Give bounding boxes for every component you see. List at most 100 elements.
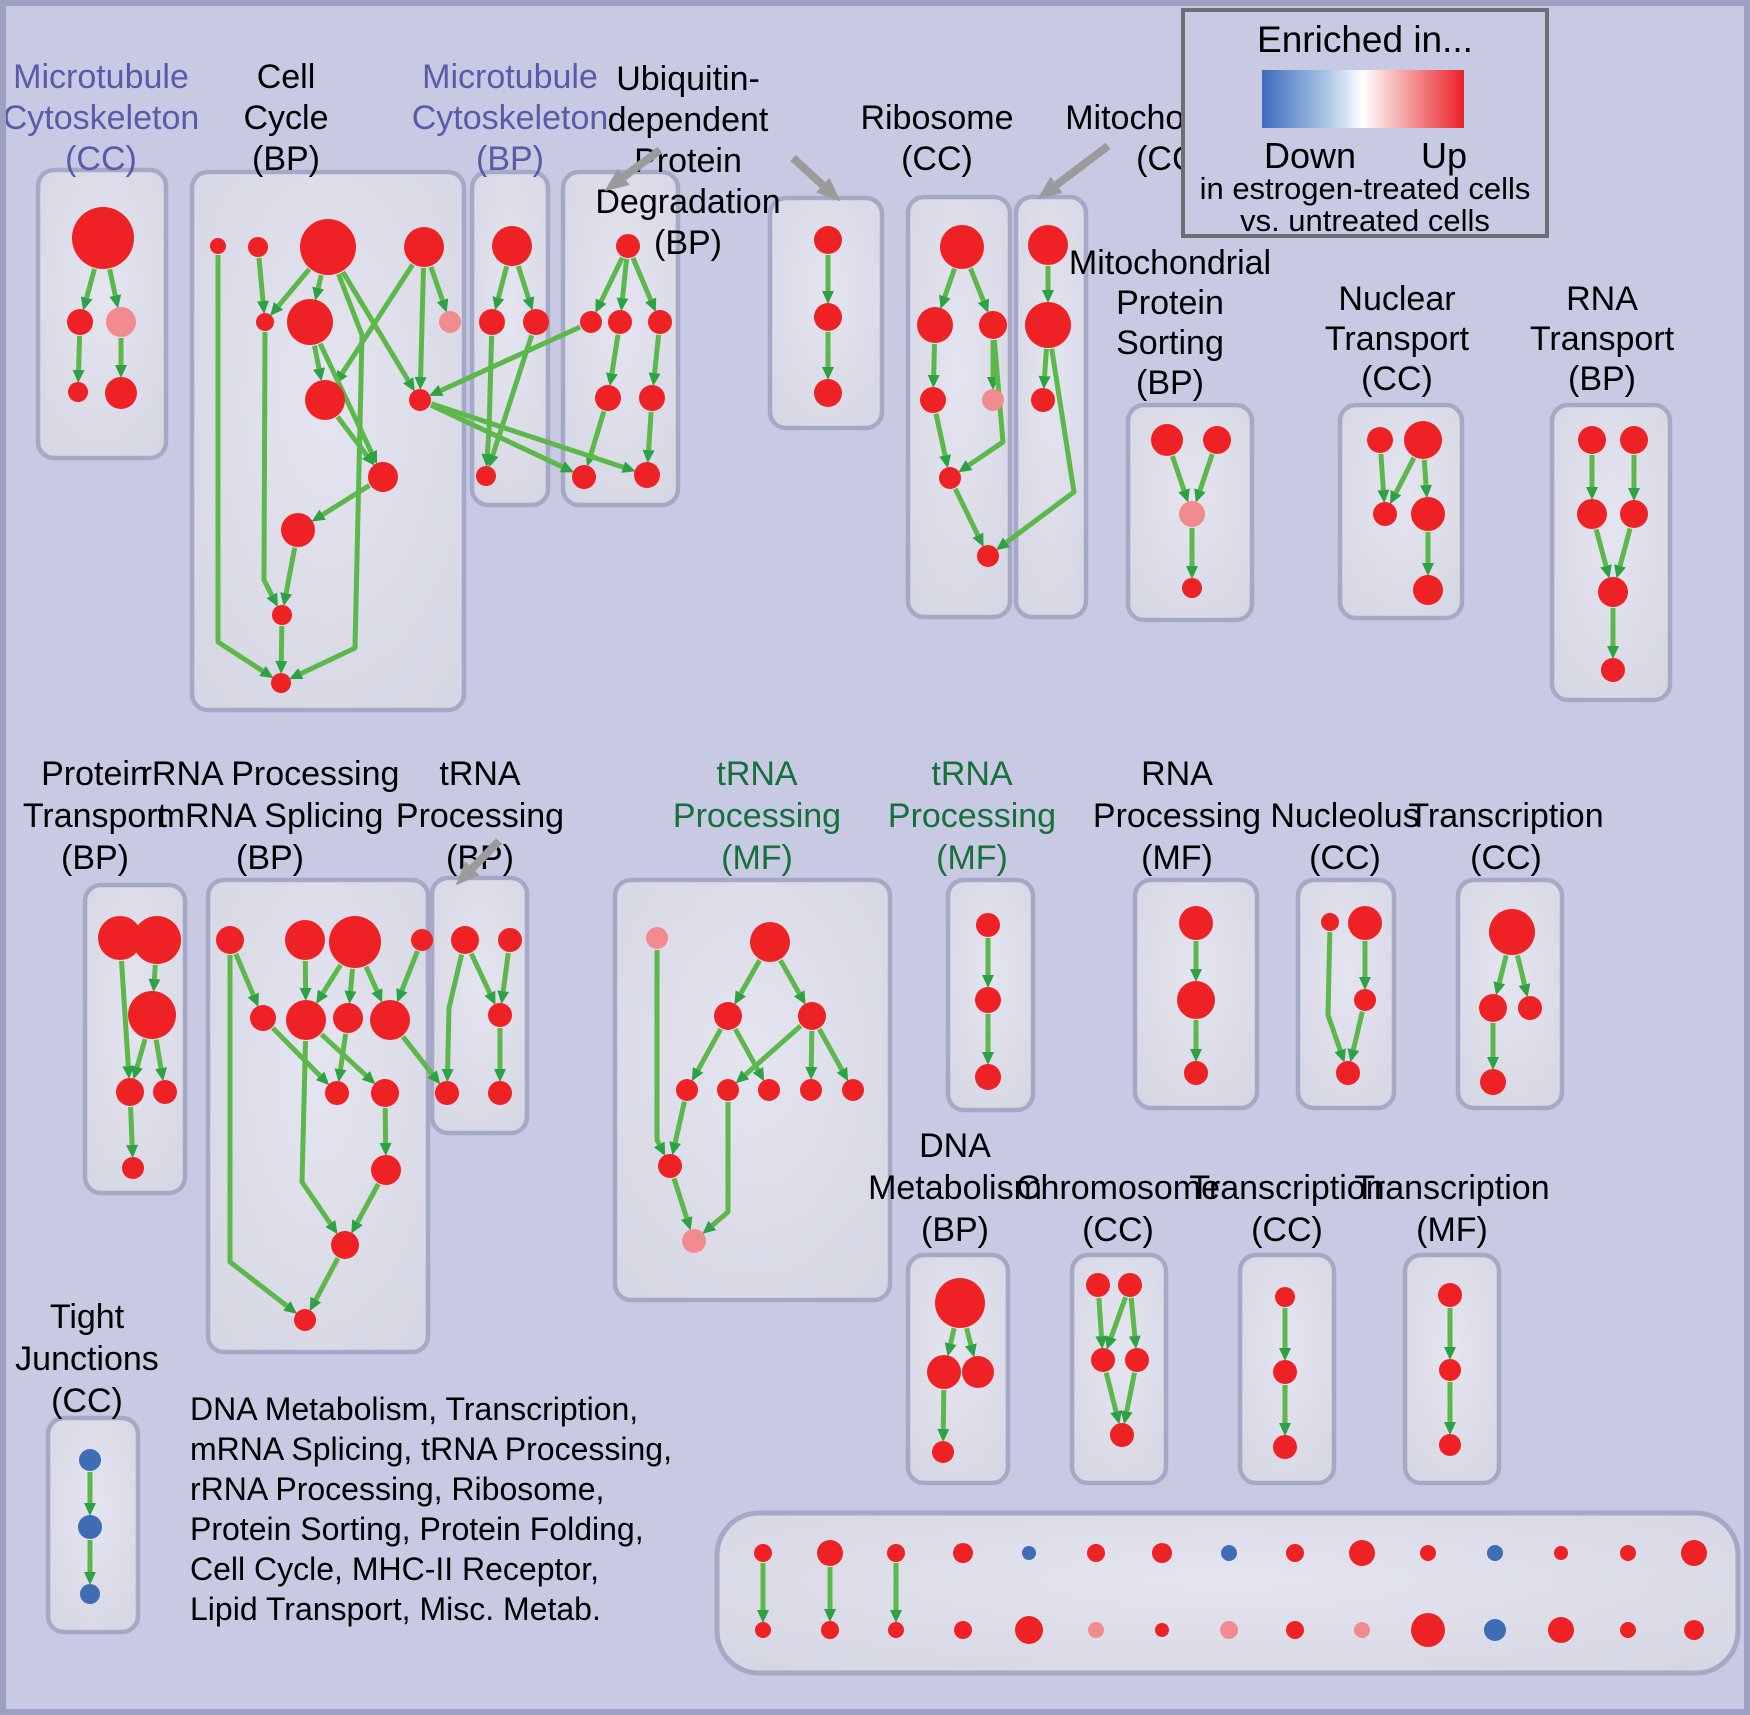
chromosome-cc-label: Chromosome (CC)	[1016, 1169, 1220, 1249]
microtubule-cytoskeleton-cc-edge-0	[80, 268, 97, 311]
trna-processing-mf-1-edge-10	[702, 1102, 731, 1234]
protein-transport-bp-node-2	[128, 991, 176, 1039]
microtubule-cytoskeleton-cc-node-4	[105, 377, 137, 409]
transcription-cc-mid-node-1	[1479, 994, 1507, 1022]
cell-cycle-bp-node-2	[300, 219, 356, 275]
rrna-processing-mrna-splicing-bp-node-6	[333, 1003, 363, 1033]
trna-processing-mf-1-edge-8	[669, 1101, 687, 1156]
trna-processing-mf-2-label: tRNA Processing (MF)	[888, 755, 1056, 877]
bottom-node-6-bottom	[1088, 1622, 1104, 1638]
cell-cycle-bp-edge-9	[261, 331, 278, 607]
cell-cycle-bp-edge-10	[312, 345, 325, 382]
protein-transport-bp-edge-4	[126, 1106, 139, 1158]
ubiquitin-degradation-bp-node-0	[616, 234, 640, 258]
dna-metabolism-bp-edge-2	[937, 1389, 950, 1442]
ribosome-cc-edge-4	[933, 413, 951, 469]
trna-processing-mf-1-node-4	[676, 1079, 698, 1101]
ribosome-cc-node-3	[920, 387, 946, 413]
trna-processing-bp-edge-1	[497, 952, 511, 1005]
trna-processing-mf-1-edge-2	[691, 1027, 723, 1082]
ubiquitin-degradation-bp-edge-3	[605, 334, 621, 387]
protein-transport-bp-node-3	[116, 1078, 144, 1106]
trna-processing-mf-1-node-7	[800, 1079, 822, 1101]
chromosome-cc-node-3	[1125, 1348, 1149, 1372]
protein-transport-bp-edge-2	[131, 1038, 148, 1080]
chromosome-cc-node-4	[1110, 1423, 1134, 1447]
rrna-processing-mrna-splicing-bp-node-8	[325, 1081, 349, 1105]
transcription-cc-mid-box	[1455, 877, 1565, 1111]
annotation-arrow-2	[790, 155, 841, 202]
transcription-cc-bottom-node-0	[1275, 1287, 1295, 1307]
transcription-cc-mid-node-0	[1489, 909, 1535, 955]
protein-transport-bp-edge-0	[119, 960, 135, 1080]
microtubule-cytoskeleton-cc-edge-1	[107, 268, 122, 309]
mitochondrion-cc-node-0	[1028, 225, 1068, 265]
trna-processing-bp-edge-2	[441, 954, 465, 1082]
cell-cycle-bp-node-3	[404, 227, 444, 267]
nucleolus-cc-node-2	[1354, 989, 1376, 1011]
trna-processing-mf-1-node-8	[842, 1079, 864, 1101]
rrna-processing-mrna-splicing-bp-node-2	[329, 916, 381, 968]
ubiquitin-degradation-bp-edge-2	[630, 257, 657, 312]
microtubule-cytoskeleton-cc-node-1	[67, 309, 93, 335]
mitochondrial-protein-sorting-bp-edge-0	[1170, 455, 1190, 503]
transcription-cc-mid-label: Transcription (CC)	[1408, 797, 1603, 877]
cell-cycle-bp-edge-12	[335, 415, 375, 466]
bottom-node-4-top	[953, 1543, 973, 1563]
ribosome-cc-node-6	[977, 545, 999, 567]
bottom-node-6-top	[1087, 1544, 1105, 1562]
bottom-node-1-bottom	[755, 1622, 771, 1638]
trna-processing-mf-1-edge-1	[778, 959, 806, 1005]
rrna-processing-mrna-splicing-bp-node-1	[285, 920, 325, 960]
rna-processing-mf-label: RNA Processing (MF)	[1093, 755, 1261, 877]
dna-metabolism-bp-edge-0	[944, 1327, 957, 1357]
bottom-node-12-top	[1487, 1545, 1503, 1561]
nuclear-transport-cc-edge-2	[1420, 459, 1432, 499]
cell-cycle-bp-edge-8	[414, 267, 427, 390]
bottom-node-5-bottom	[1015, 1616, 1043, 1644]
cell-cycle-bp-node-4	[256, 313, 274, 331]
bottom-node-10-bottom	[1354, 1622, 1370, 1638]
rrna-processing-mrna-splicing-bp-node-9	[371, 1079, 399, 1107]
tight-junctions-cc-node-1	[78, 1515, 102, 1539]
transcription-mf-node-2	[1439, 1434, 1461, 1456]
bottom-node-13-top	[1554, 1546, 1568, 1560]
dna-metabolism-bp-label: DNA Metabolism (BP)	[868, 1127, 1042, 1249]
rna-transport-bp-edge-3	[1614, 527, 1633, 579]
protein-transport-bp-edge-3	[153, 1039, 167, 1082]
cell-cycle-bp-edge-15	[275, 625, 288, 674]
rrna-processing-mrna-splicing-bp-edge-12	[351, 1182, 381, 1234]
mitochondrial-protein-sorting-bp-label: Mitochondrial Protein Sorting (BP)	[1069, 244, 1271, 402]
rna-transport-bp-edge-2	[1593, 528, 1612, 579]
bottom-node-3-top	[887, 1544, 905, 1562]
cross-edge-2	[430, 401, 636, 473]
cell-cycle-bp-node-12	[271, 673, 291, 693]
trna-processing-mf-1-node-5	[717, 1079, 739, 1101]
ribosome-cc-edge-2	[927, 343, 940, 388]
rna-processing-mf-node-0	[1179, 906, 1213, 940]
bottom-node-7-bottom	[1155, 1623, 1169, 1637]
trna-processing-bp-node-0	[451, 926, 479, 954]
ubiquitin-degradation-bp-node-7	[634, 462, 660, 488]
ubiquitin-degradation-bp-edge-6	[642, 411, 655, 464]
cell-cycle-bp-edge-2	[270, 267, 312, 316]
mitochondrial-protein-sorting-bp-node-3	[1182, 578, 1202, 598]
ubiquitin-degradation-bp-label: Ubiquitin-dependent Protein Degradation (BP…	[595, 60, 780, 262]
trna-processing-mf-1-edge-0	[734, 959, 762, 1005]
chromosome-cc-edge-0	[1095, 1297, 1108, 1350]
rrna-processing-mrna-splicing-bp-edge-0	[233, 952, 259, 1007]
rna-transport-bp-node-4	[1598, 577, 1628, 607]
mitochondrial-protein-sorting-bp-edge-1	[1194, 453, 1215, 503]
trna-processing-mf-1-edge-9	[671, 1177, 693, 1231]
dna-metabolism-bp-node-3	[932, 1441, 954, 1463]
ubiquitin-degradation-bp-edge-4	[648, 334, 662, 387]
rrna-processing-mrna-splicing-bp-node-0	[216, 926, 244, 954]
bottom-node-9-top	[1286, 1544, 1304, 1562]
bottom-node-14-top	[1620, 1545, 1636, 1561]
cell-cycle-bp-node-11	[272, 605, 292, 625]
bottom-node-15-bottom	[1684, 1620, 1704, 1640]
rrna-processing-mrna-splicing-bp-edge-9	[299, 1040, 338, 1235]
dna-metabolism-bp-node-2	[962, 1356, 994, 1388]
trna-processing-mf-1-edge-3	[733, 1027, 765, 1082]
